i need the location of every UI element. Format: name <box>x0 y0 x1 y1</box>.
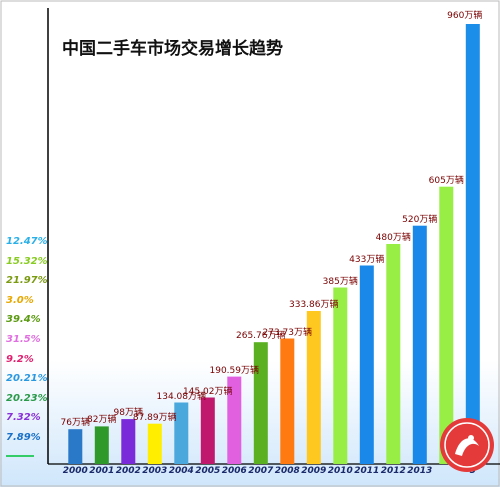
growth-rate-label: 12.47% <box>6 236 48 247</box>
bar-2003 <box>147 423 162 464</box>
growth-rate-label: 20.21% <box>6 373 48 385</box>
data-label-2013: 520万辆 <box>402 214 438 225</box>
seal-watermark-logo <box>440 418 494 472</box>
bar-2012 <box>386 244 401 464</box>
bar-2011 <box>359 265 374 464</box>
growth-rate-label: 15.32% <box>6 255 48 267</box>
growth-rate-label: 21.97% <box>6 275 48 287</box>
x-tick-label: 2005 <box>195 466 221 476</box>
bar-2014 <box>439 186 454 464</box>
growth-rate-label: 39.4% <box>6 314 41 326</box>
data-label-2012: 480万辆 <box>375 233 411 243</box>
x-tick-label: 2008 <box>274 466 300 476</box>
bar-2010 <box>333 287 348 464</box>
x-tick-label: 2009 <box>301 466 327 476</box>
x-tick-label: 2013 <box>407 466 433 476</box>
growth-rate-label: 7.89% <box>6 432 41 443</box>
bar-2007 <box>253 342 268 464</box>
data-label-2005: 145.02万辆 <box>183 386 233 397</box>
data-label-2010: 385万辆 <box>322 276 358 287</box>
data-label-2000: 76万辆 <box>60 418 90 429</box>
data-label-2004: 134.08万辆 <box>156 391 207 402</box>
x-tick-label: 2010 <box>327 466 353 476</box>
bar-2002 <box>121 419 136 464</box>
x-tick-label: 2003 <box>142 466 168 476</box>
growth-rate-label: 3.0% <box>6 294 34 306</box>
bar-2008 <box>280 338 295 464</box>
x-tick-label: 2012 <box>380 466 406 476</box>
x-tick-label: 2007 <box>248 466 274 476</box>
growth-rate-label: 20.23% <box>6 392 48 404</box>
chart-title: 中国二手车市场交易增长趋势 <box>62 39 283 59</box>
growth-rate-dash <box>6 455 34 457</box>
bar-2006 <box>227 376 242 464</box>
data-label-2011: 433万辆 <box>349 254 385 265</box>
data-label-2008: 273.73万辆 <box>262 327 313 338</box>
growth-rate-label: 31.5% <box>6 334 41 345</box>
bar-2005 <box>200 397 215 464</box>
data-label-2002: 98万辆 <box>113 408 143 419</box>
data-label-2014: 605万辆 <box>428 175 464 186</box>
data-label-2009: 333.86万辆 <box>289 299 339 310</box>
x-tick-label: 2011 <box>354 466 380 476</box>
data-label-2001: 82万辆 <box>87 415 117 426</box>
x-tick-label: 2004 <box>168 466 194 476</box>
bar-2001 <box>94 426 109 464</box>
bar-2013 <box>412 225 427 464</box>
growth-rate-label: 9.2% <box>6 353 34 365</box>
x-tick-label: 2002 <box>115 466 141 476</box>
x-tick-label: 2000 <box>62 466 88 476</box>
bar-2004 <box>174 402 189 464</box>
bar-2015 <box>465 24 480 464</box>
data-label-2015: 960万辆 <box>447 11 483 21</box>
bar-2000 <box>68 429 83 464</box>
x-tick-label: 2006 <box>221 466 247 476</box>
x-tick-label: 2001 <box>89 466 115 476</box>
data-label-2007: 265.76万辆 <box>236 331 286 342</box>
bar-2009 <box>306 311 321 464</box>
data-label-2006: 190.59万辆 <box>209 365 260 376</box>
data-label-2003: 87.89万辆 <box>132 412 177 423</box>
growth-rate-label: 7.32% <box>6 412 41 424</box>
